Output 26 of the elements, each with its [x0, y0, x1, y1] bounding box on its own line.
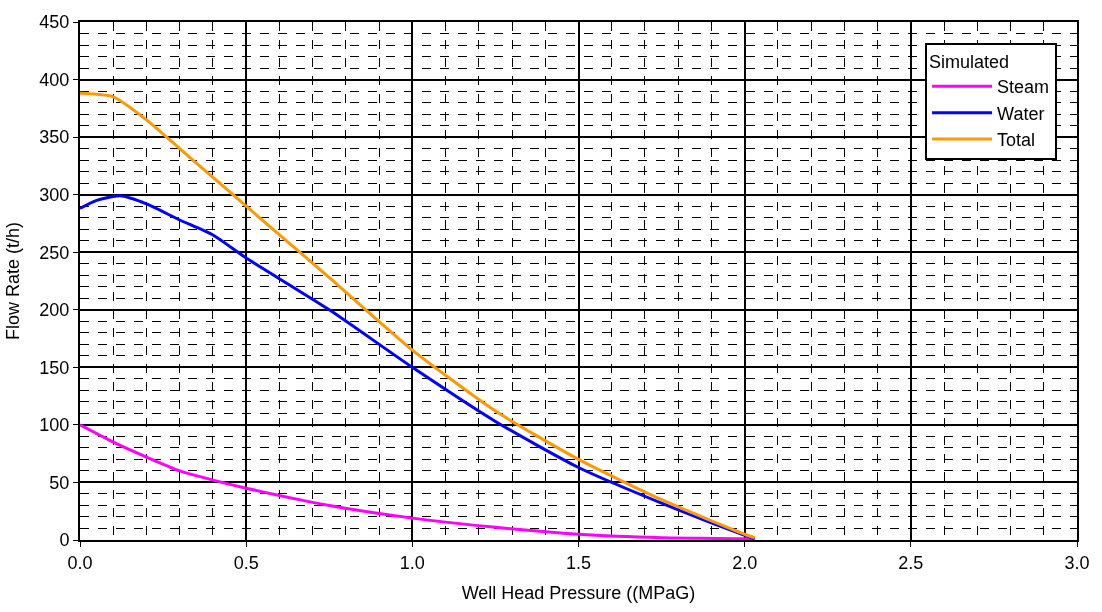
- line-series: [80, 194, 757, 540]
- line-series: [80, 423, 757, 540]
- line-series: [80, 91, 757, 540]
- legend-title: Simulated: [929, 52, 1010, 73]
- legend-label: Steam: [997, 77, 1050, 98]
- y-tick-label: 100: [39, 415, 70, 436]
- y-tick-label: 350: [39, 127, 70, 148]
- x-tick-label: 2.5: [898, 552, 924, 573]
- y-axis-title: Flow Rate (t/h): [3, 221, 24, 341]
- y-tick-label: 150: [39, 357, 70, 378]
- x-tick-label: 1.5: [565, 552, 592, 573]
- y-tick-label: 50: [49, 472, 70, 493]
- x-tick-label: 0.5: [233, 552, 259, 573]
- y-tick-label: 300: [39, 184, 70, 205]
- legend-label: Water: [997, 103, 1045, 124]
- y-tick-label: 250: [39, 242, 70, 263]
- x-tick-label: 2.0: [732, 552, 758, 573]
- legend-label: Total: [997, 130, 1036, 151]
- y-tick-label: 0: [59, 530, 70, 551]
- x-tick-label: 0.0: [67, 552, 93, 573]
- x-axis-title: Well Head Pressure ((MPaG): [461, 583, 696, 604]
- x-tick-label: 3.0: [1064, 552, 1090, 573]
- y-tick-label: 400: [39, 69, 70, 90]
- x-tick-label: 1.0: [399, 552, 425, 573]
- y-tick-label: 200: [39, 300, 70, 321]
- y-tick-label: 450: [39, 12, 70, 33]
